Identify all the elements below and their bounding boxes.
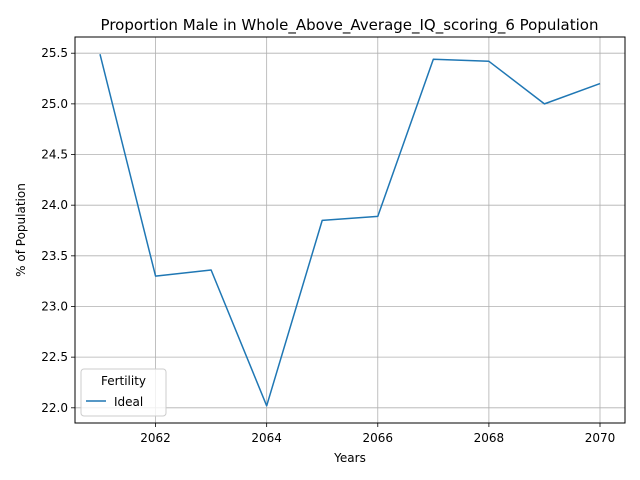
plot-area	[75, 37, 625, 423]
grid-lines	[75, 37, 625, 423]
legend-title: Fertility	[101, 374, 146, 388]
y-tick-label: 22.0	[41, 401, 68, 415]
series-line-ideal	[99, 54, 601, 407]
legend-label-ideal: Ideal	[114, 395, 143, 409]
x-axis-ticks: 2062 2064 2066 2068 2070	[140, 423, 615, 445]
y-tick-label: 24.0	[41, 198, 68, 212]
x-tick-label: 2066	[363, 431, 394, 445]
x-tick-label: 2070	[585, 431, 616, 445]
y-tick-label: 25.0	[41, 97, 68, 111]
legend: Fertility Ideal	[80, 368, 167, 417]
y-axis-ticks: 22.0 22.5 23.0 23.5 24.0 24.5 25.0 25.5	[41, 46, 75, 415]
x-tick-label: 2064	[251, 431, 282, 445]
y-tick-label: 22.5	[41, 350, 68, 364]
legend-box	[80, 368, 167, 417]
y-axis-label: % of Population	[14, 183, 28, 277]
x-tick-label: 2062	[140, 431, 171, 445]
plot-frame	[74, 36, 626, 424]
y-tick-label: 23.0	[41, 299, 68, 313]
series-layer	[99, 54, 601, 407]
x-tick-label: 2068	[474, 431, 505, 445]
chart-title: Proportion Male in Whole_Above_Average_I…	[101, 16, 599, 35]
y-tick-label: 24.5	[41, 148, 68, 162]
y-tick-label: 23.5	[41, 249, 68, 263]
x-axis-label: Years	[333, 451, 366, 465]
y-tick-label: 25.5	[41, 46, 68, 60]
